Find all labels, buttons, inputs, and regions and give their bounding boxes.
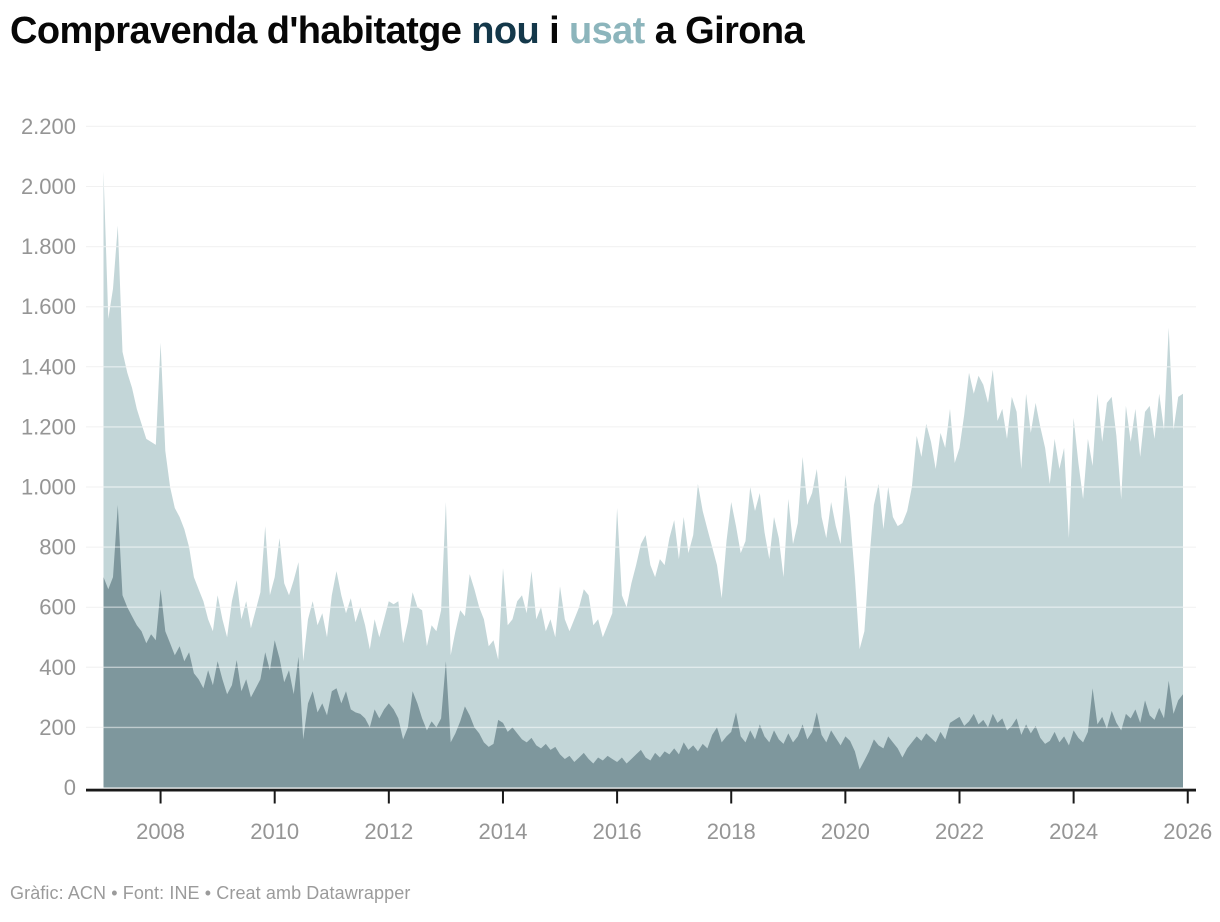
- x-tick-label: 2014: [478, 819, 527, 844]
- gridlines-over-area: [86, 125, 1196, 729]
- x-axis-labels: 2008 2010 2012 2014 2016 2018 2020 2022 2024 2026: [136, 819, 1212, 844]
- y-tick-label: 600: [39, 595, 76, 620]
- y-tick-label: 2.200: [21, 114, 76, 139]
- x-tick-label: 2022: [935, 819, 984, 844]
- area-usat: [103, 171, 1183, 788]
- x-tick-label: 2010: [250, 819, 299, 844]
- area-nou: [103, 505, 1183, 788]
- title-highlight-usat: usat: [569, 10, 645, 52]
- y-tick-label: 200: [39, 715, 76, 740]
- y-tick-label: 1.000: [21, 475, 76, 500]
- y-tick-label: 1.200: [21, 414, 76, 439]
- page-title: Compravenda d'habitatge nou i usat a Gir…: [10, 10, 1210, 54]
- y-tick-label: 1.800: [21, 234, 76, 259]
- y-tick-label: 2.000: [21, 174, 76, 199]
- title-text-3: a Girona: [644, 10, 805, 52]
- x-tick-label: 2008: [136, 819, 185, 844]
- y-axis-labels: 0 200 400 600 800 1.000 1.200 1.400 1.600 1.800 2.…: [21, 114, 76, 800]
- title-text-1: Compravenda d'habitatge: [10, 10, 472, 52]
- x-tick-label: 2024: [1049, 819, 1098, 844]
- x-tick-label: 2016: [593, 819, 642, 844]
- y-tick-label: 400: [39, 655, 76, 680]
- x-axis: [86, 788, 1196, 804]
- y-tick-label: 1.400: [21, 354, 76, 379]
- area-series: [103, 171, 1183, 788]
- x-tick-label: 2026: [1163, 819, 1212, 844]
- title-highlight-nou: nou: [471, 10, 540, 52]
- x-tick-label: 2012: [364, 819, 413, 844]
- title-text-2: i: [539, 10, 569, 52]
- y-tick-label: 0: [64, 775, 76, 800]
- y-tick-label: 800: [39, 535, 76, 560]
- x-tick-label: 2018: [707, 819, 756, 844]
- area-chart-svg: 0 200 400 600 800 1.000 1.200 1.400 1.600 1.800 2.…: [21, 114, 1212, 844]
- y-tick-label: 1.600: [21, 294, 76, 319]
- x-tick-label: 2020: [821, 819, 870, 844]
- attribution-footer: Gràfic: ACN • Font: INE • Creat amb Data…: [10, 883, 411, 903]
